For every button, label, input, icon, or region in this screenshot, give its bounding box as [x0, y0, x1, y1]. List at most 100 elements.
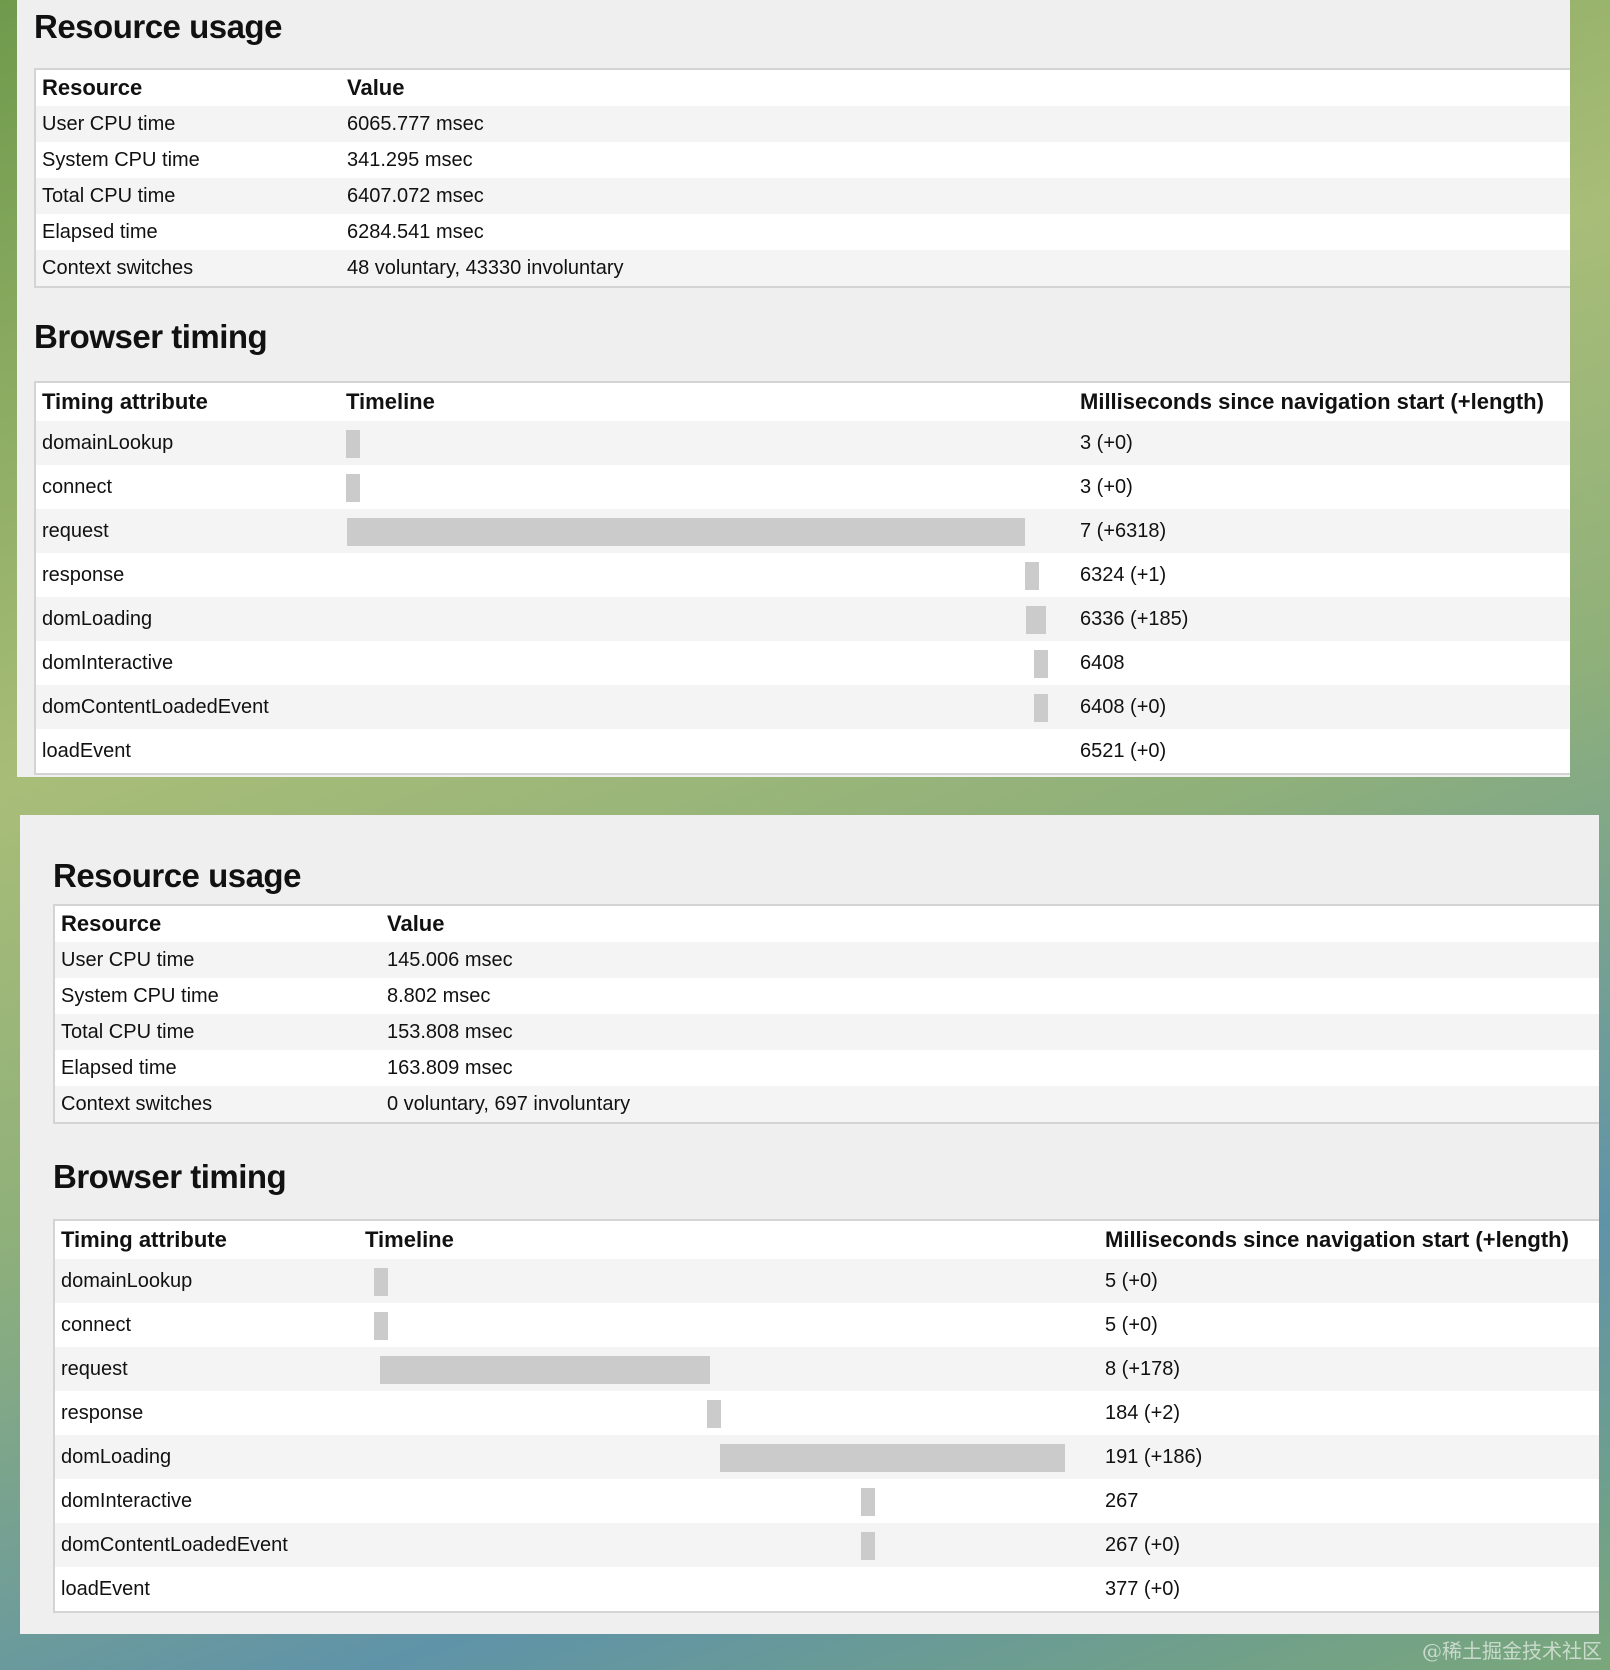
resource-value: 341.295 msec — [347, 148, 473, 171]
table-row: Total CPU time 153.808 msec — [54, 1014, 1599, 1050]
timeline-bar — [860, 1532, 875, 1560]
timeline-bar — [1026, 606, 1046, 634]
table-row: connect 5 (+0) — [54, 1303, 1599, 1347]
table-row: Context switches 0 voluntary, 697 involun… — [54, 1086, 1599, 1123]
timing-attribute: domLoading — [35, 597, 340, 641]
resource-usage-title: Resource usage — [34, 8, 282, 45]
resource-name: User CPU time — [35, 106, 341, 142]
timing-ms: 6324 (+1) — [1080, 563, 1167, 586]
timing-attribute: domContentLoadedEvent — [35, 685, 340, 729]
resource-name: Context switches — [35, 250, 341, 287]
timing-attribute: domLoading — [54, 1435, 359, 1479]
column-header: Timing attribute — [42, 389, 208, 414]
resource-name: System CPU time — [42, 148, 200, 171]
timing-attribute: request — [54, 1347, 359, 1391]
timing-ms: 267 — [1105, 1489, 1139, 1512]
timing-table: Timing attribute Timeline Milliseconds sin… — [34, 381, 1570, 775]
timing-attribute: request — [35, 509, 340, 553]
resource-value: 0 voluntary, 697 involuntary — [381, 1086, 1599, 1123]
timeline-bar — [1024, 562, 1039, 590]
column-header: Resource — [61, 911, 162, 936]
timing-attribute: domainLookup — [35, 421, 340, 465]
timeline-cell — [359, 1435, 1099, 1479]
timeline-cell — [359, 1523, 1099, 1567]
column-header: Value — [387, 911, 445, 936]
resource-usage-title: Resource usage — [53, 857, 301, 894]
timeline-cell — [359, 1259, 1099, 1303]
table-row: Context switches 48 voluntary, 43330 invo… — [35, 250, 1570, 287]
column-header: Timing attribute — [61, 1227, 227, 1252]
timing-attribute: domainLookup — [54, 1259, 359, 1303]
timing-ms: 5 (+0) — [1099, 1259, 1599, 1303]
timing-ms: 7 (+6318) — [1074, 509, 1570, 553]
table-row: Elapsed time 6284.541 msec — [35, 214, 1570, 250]
table-row: domContentLoadedEvent 267 (+0) — [54, 1523, 1599, 1567]
timeline-cell — [359, 1391, 1099, 1435]
table-row: User CPU time 145.006 msec — [54, 942, 1599, 978]
timing-attribute: connect — [42, 475, 113, 498]
table-header-row: Resource Value — [35, 69, 1570, 106]
table-header-row: Resource Value — [54, 905, 1599, 942]
timing-attribute: domInteractive — [42, 651, 174, 674]
resource-name: Context switches — [54, 1086, 381, 1123]
timeline-bar — [706, 1400, 721, 1428]
timeline-bar — [1033, 694, 1048, 722]
timing-attribute: loadEvent — [42, 739, 131, 762]
resource-name: Total CPU time — [54, 1014, 381, 1050]
table-row: request 7 (+6318) — [35, 509, 1570, 553]
column-header: Milliseconds since navigation start (+le… — [1105, 1227, 1569, 1252]
timeline-bar — [346, 430, 361, 458]
timing-ms: 8 (+178) — [1099, 1347, 1599, 1391]
resource-value: 163.809 msec — [387, 1056, 513, 1079]
timeline-cell — [359, 1479, 1099, 1523]
watermark: @稀土掘金技术社区 — [1422, 1639, 1602, 1663]
table-row: System CPU time 341.295 msec — [35, 142, 1570, 178]
timing-ms: 3 (+0) — [1080, 475, 1133, 498]
timing-table: Timing attribute Timeline Milliseconds sin… — [53, 1219, 1599, 1613]
table-row: domainLookup 3 (+0) — [35, 421, 1570, 465]
timing-ms: 184 (+2) — [1105, 1401, 1181, 1424]
resource-name: System CPU time — [61, 984, 219, 1007]
table-row: connect 3 (+0) — [35, 465, 1570, 509]
table-row: domContentLoadedEvent 6408 (+0) — [35, 685, 1570, 729]
timing-attribute: response — [42, 563, 125, 586]
report-panel-2: Resource usage Resource Value User CPU time… — [20, 815, 1599, 1634]
resource-value: 153.808 msec — [381, 1014, 1599, 1050]
table-row: request 8 (+178) — [54, 1347, 1599, 1391]
table-row: domInteractive 6408 — [35, 641, 1570, 685]
timeline-cell — [340, 729, 1074, 774]
timeline-cell — [340, 465, 1074, 509]
browser-timing-title: Browser timing — [53, 1158, 287, 1195]
column-header: Timeline — [365, 1227, 454, 1252]
timing-ms: 6336 (+185) — [1074, 597, 1570, 641]
resource-name: Total CPU time — [35, 178, 341, 214]
timeline-bar — [860, 1488, 875, 1516]
timing-ms: 6408 — [1080, 651, 1125, 674]
timing-attribute: loadEvent — [61, 1577, 150, 1600]
resource-name: User CPU time — [54, 942, 381, 978]
resource-value: 6065.777 msec — [341, 106, 1570, 142]
table-row: domLoading 191 (+186) — [54, 1435, 1599, 1479]
timing-attribute: domContentLoadedEvent — [54, 1523, 359, 1567]
resource-value: 6407.072 msec — [341, 178, 1570, 214]
column-header: Milliseconds since navigation start (+le… — [1080, 389, 1544, 414]
column-header: Timeline — [346, 389, 435, 414]
timeline-cell — [340, 553, 1074, 597]
timing-ms: 377 (+0) — [1105, 1577, 1181, 1600]
timing-ms: 267 (+0) — [1099, 1523, 1599, 1567]
timeline-cell — [359, 1567, 1099, 1612]
resource-name: Elapsed time — [61, 1056, 177, 1079]
timeline-bar — [346, 518, 1025, 546]
table-row: domLoading 6336 (+185) — [35, 597, 1570, 641]
resource-value: 6284.541 msec — [347, 220, 484, 243]
table-row: loadEvent 6521 (+0) — [35, 729, 1570, 774]
table-row: domainLookup 5 (+0) — [54, 1259, 1599, 1303]
timing-ms: 5 (+0) — [1105, 1313, 1158, 1336]
timing-attribute: connect — [61, 1313, 132, 1336]
table-row: response 6324 (+1) — [35, 553, 1570, 597]
timeline-bar — [719, 1444, 1065, 1472]
timeline-cell — [340, 597, 1074, 641]
resource-name: Elapsed time — [42, 220, 158, 243]
timeline-cell — [340, 421, 1074, 465]
report-panel-1: Resource usage Resource Value User CPU time… — [17, 0, 1570, 777]
